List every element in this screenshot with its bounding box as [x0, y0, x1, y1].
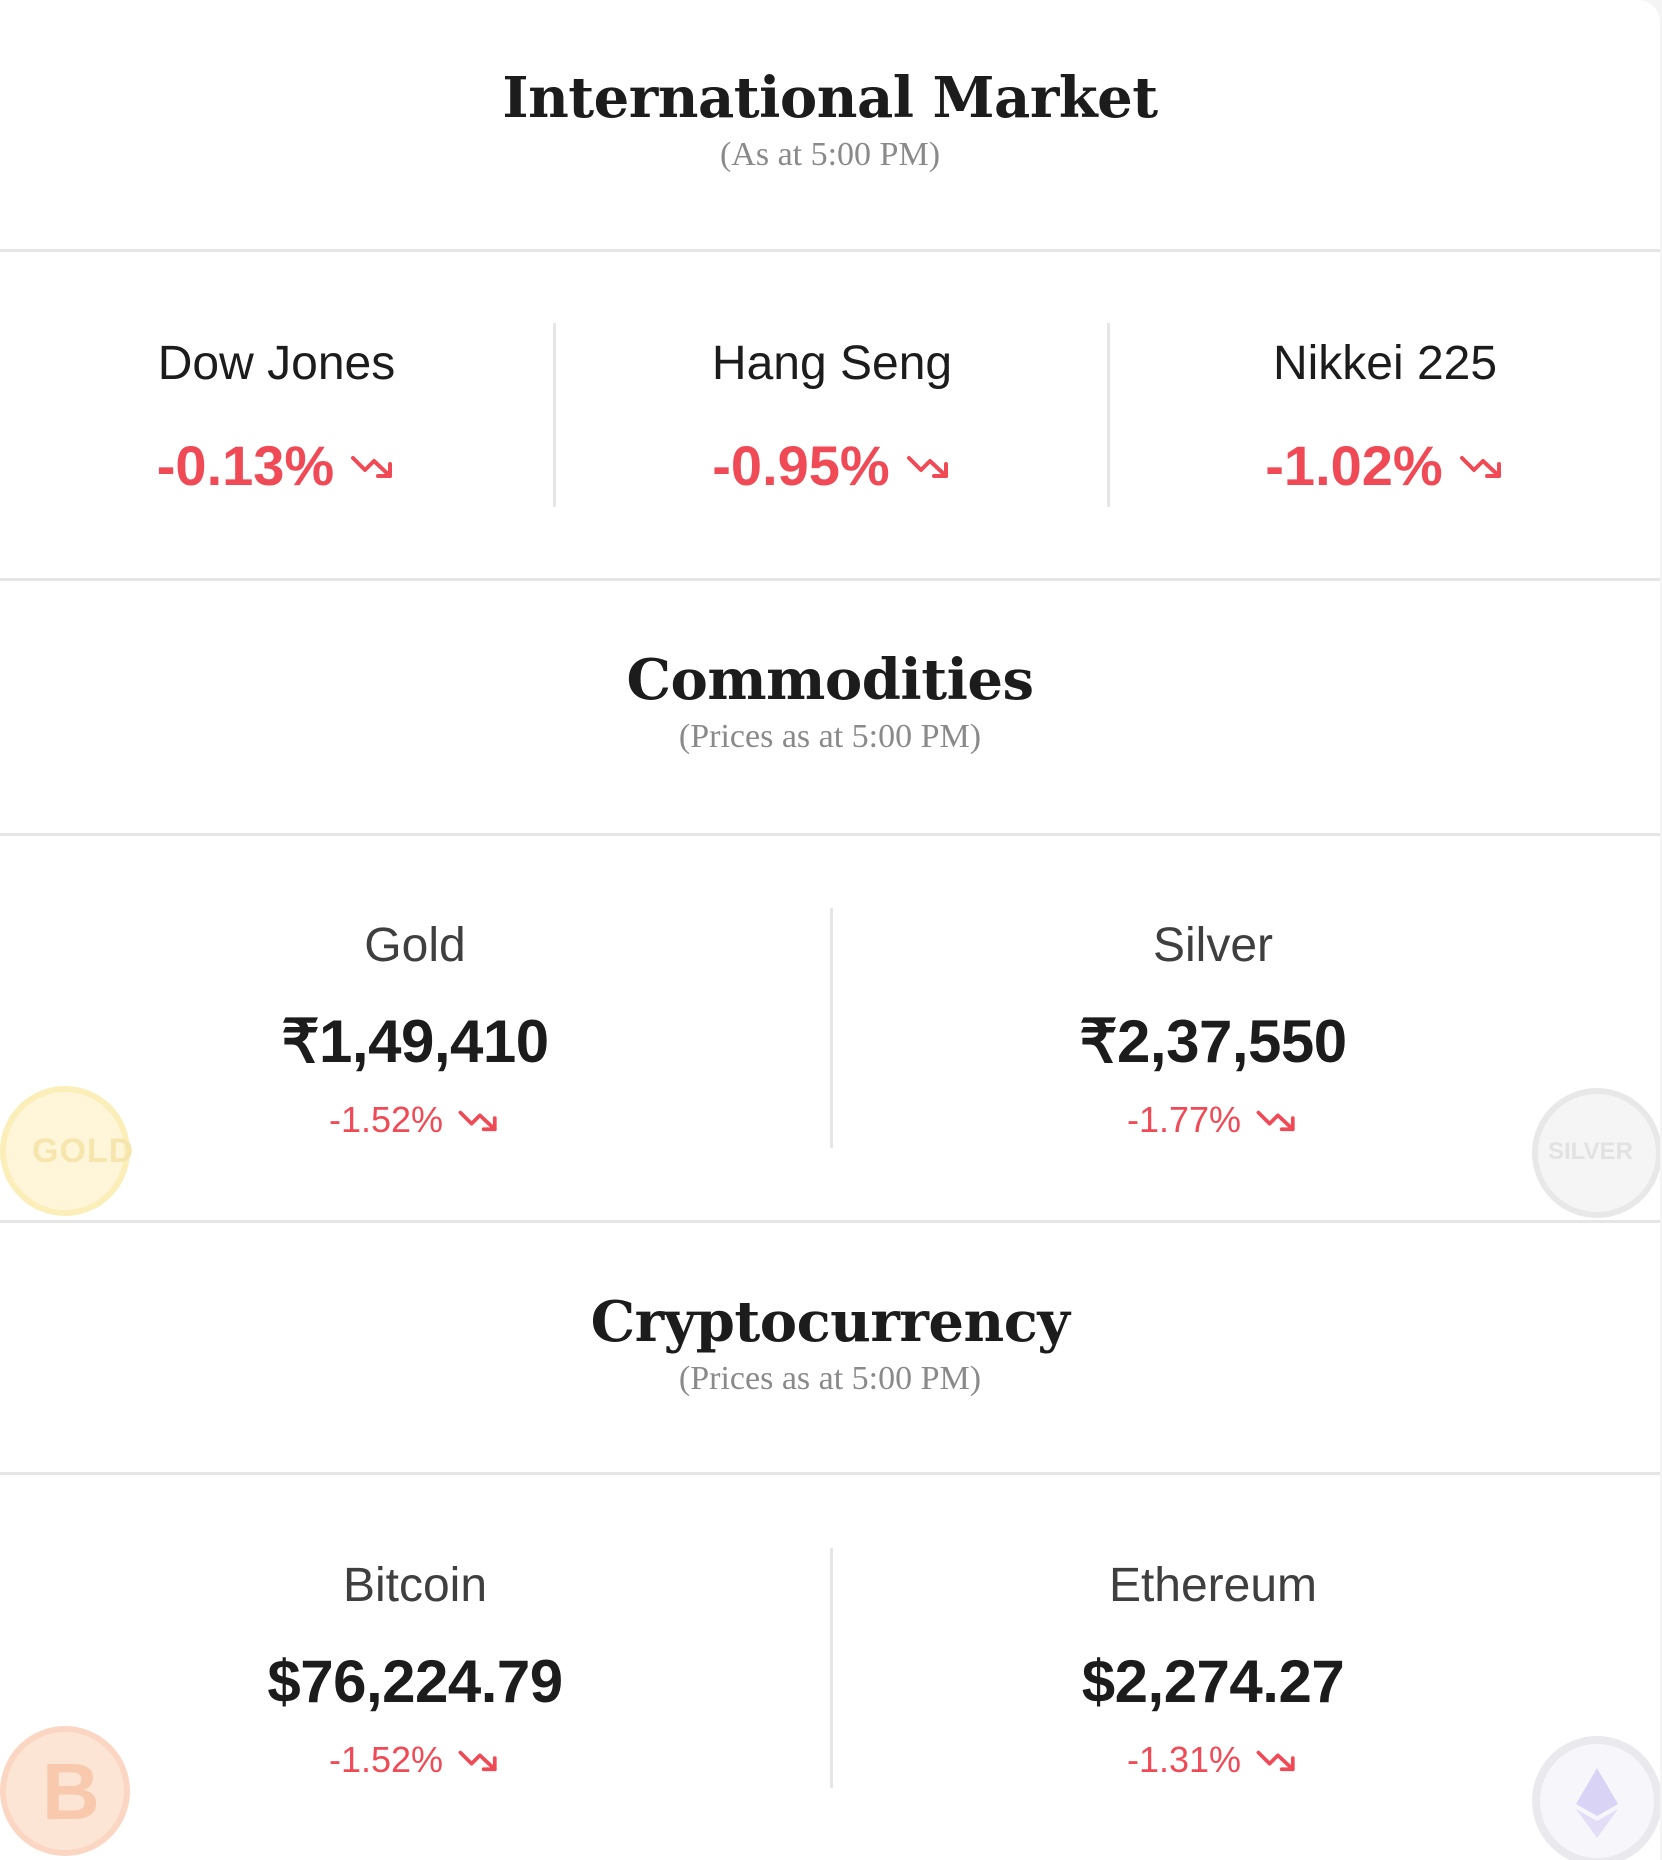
divider	[830, 908, 833, 1148]
ethereum-logo-icon	[1576, 1768, 1618, 1838]
commodity-change-value: -1.52%	[328, 1099, 444, 1140]
bitcoin-coin-label: B	[42, 1747, 100, 1836]
divider	[1107, 323, 1110, 507]
crypto-name: Ethereum	[1108, 1559, 1318, 1612]
crypto-title: Cryptocurrency	[590, 1289, 1070, 1355]
trending-down-icon	[1256, 1750, 1295, 1772]
trending-down-icon	[906, 456, 948, 478]
commodities-header: Commodities (Prices as at 5:00 PM)	[0, 648, 1660, 756]
crypto-name: Bitcoin	[342, 1559, 488, 1612]
divider	[830, 1548, 833, 1788]
commodity-change: -1.52%	[0, 1102, 830, 1138]
crypto-bitcoin[interactable]: Bitcoin $76,224.79 -1.52%	[0, 1562, 830, 1778]
crypto-change-value: -1.52%	[328, 1739, 444, 1780]
trending-down-icon	[1459, 456, 1501, 478]
trending-down-icon	[351, 456, 393, 478]
commodities-subtitle: (Prices as at 5:00 PM)	[678, 718, 982, 756]
commodities-title: Commodities	[626, 647, 1034, 713]
silver-coin-icon: SILVER	[1532, 1088, 1660, 1218]
index-change: -0.95%	[556, 438, 1108, 494]
crypto-price: $76,224.79	[267, 1648, 563, 1715]
crypto-price: $2,274.27	[1081, 1648, 1345, 1715]
commodity-name: Gold	[364, 919, 466, 972]
divider	[0, 833, 1660, 836]
trending-down-icon	[1256, 1110, 1295, 1132]
crypto-ethereum[interactable]: Ethereum $2,274.27 -1.31%	[833, 1562, 1593, 1778]
index-dow-jones[interactable]: Dow Jones -0.13%	[0, 340, 553, 494]
index-change-value: -1.02%	[1265, 434, 1443, 497]
trending-down-icon	[458, 1750, 497, 1772]
index-name: Dow Jones	[157, 337, 396, 390]
silver-coin-label: SILVER	[1548, 1138, 1633, 1165]
commodity-name: Silver	[1152, 919, 1274, 972]
commodity-gold[interactable]: Gold ₹1,49,410 -1.52%	[0, 922, 830, 1138]
gold-coin-icon: GOLD	[0, 1086, 133, 1216]
index-change: -1.02%	[1110, 438, 1660, 494]
divider	[553, 323, 556, 507]
divider	[0, 578, 1660, 581]
gold-coin-label: GOLD	[32, 1132, 135, 1170]
divider	[0, 249, 1660, 252]
bitcoin-coin-icon: B	[0, 1726, 130, 1856]
index-change-value: -0.95%	[712, 434, 890, 497]
international-title: International Market	[502, 65, 1158, 131]
commodity-price: ₹2,37,550	[1079, 1008, 1347, 1075]
commodity-price: ₹1,49,410	[281, 1008, 549, 1075]
index-change-value: -0.13%	[156, 434, 335, 497]
trending-down-icon	[458, 1110, 497, 1132]
international-header: International Market (As at 5:00 PM)	[0, 66, 1660, 174]
divider	[0, 1472, 1660, 1475]
commodity-change-value: -1.77%	[1126, 1099, 1242, 1140]
index-nikkei-225[interactable]: Nikkei 225 -1.02%	[1110, 340, 1660, 494]
ethereum-coin-icon	[1532, 1736, 1660, 1860]
international-subtitle: (As at 5:00 PM)	[719, 136, 941, 174]
divider	[0, 1220, 1660, 1223]
index-change: -0.13%	[0, 438, 553, 494]
index-hang-seng[interactable]: Hang Seng -0.95%	[556, 340, 1108, 494]
index-name: Hang Seng	[711, 337, 953, 390]
crypto-change: -1.31%	[833, 1742, 1593, 1778]
commodity-silver[interactable]: Silver ₹2,37,550 -1.77%	[833, 922, 1593, 1138]
crypto-change: -1.52%	[0, 1742, 830, 1778]
crypto-header: Cryptocurrency (Prices as at 5:00 PM)	[0, 1290, 1660, 1398]
crypto-change-value: -1.31%	[1126, 1739, 1242, 1780]
commodity-change: -1.77%	[833, 1102, 1593, 1138]
crypto-subtitle: (Prices as at 5:00 PM)	[678, 1360, 982, 1398]
index-name: Nikkei 225	[1272, 337, 1498, 390]
